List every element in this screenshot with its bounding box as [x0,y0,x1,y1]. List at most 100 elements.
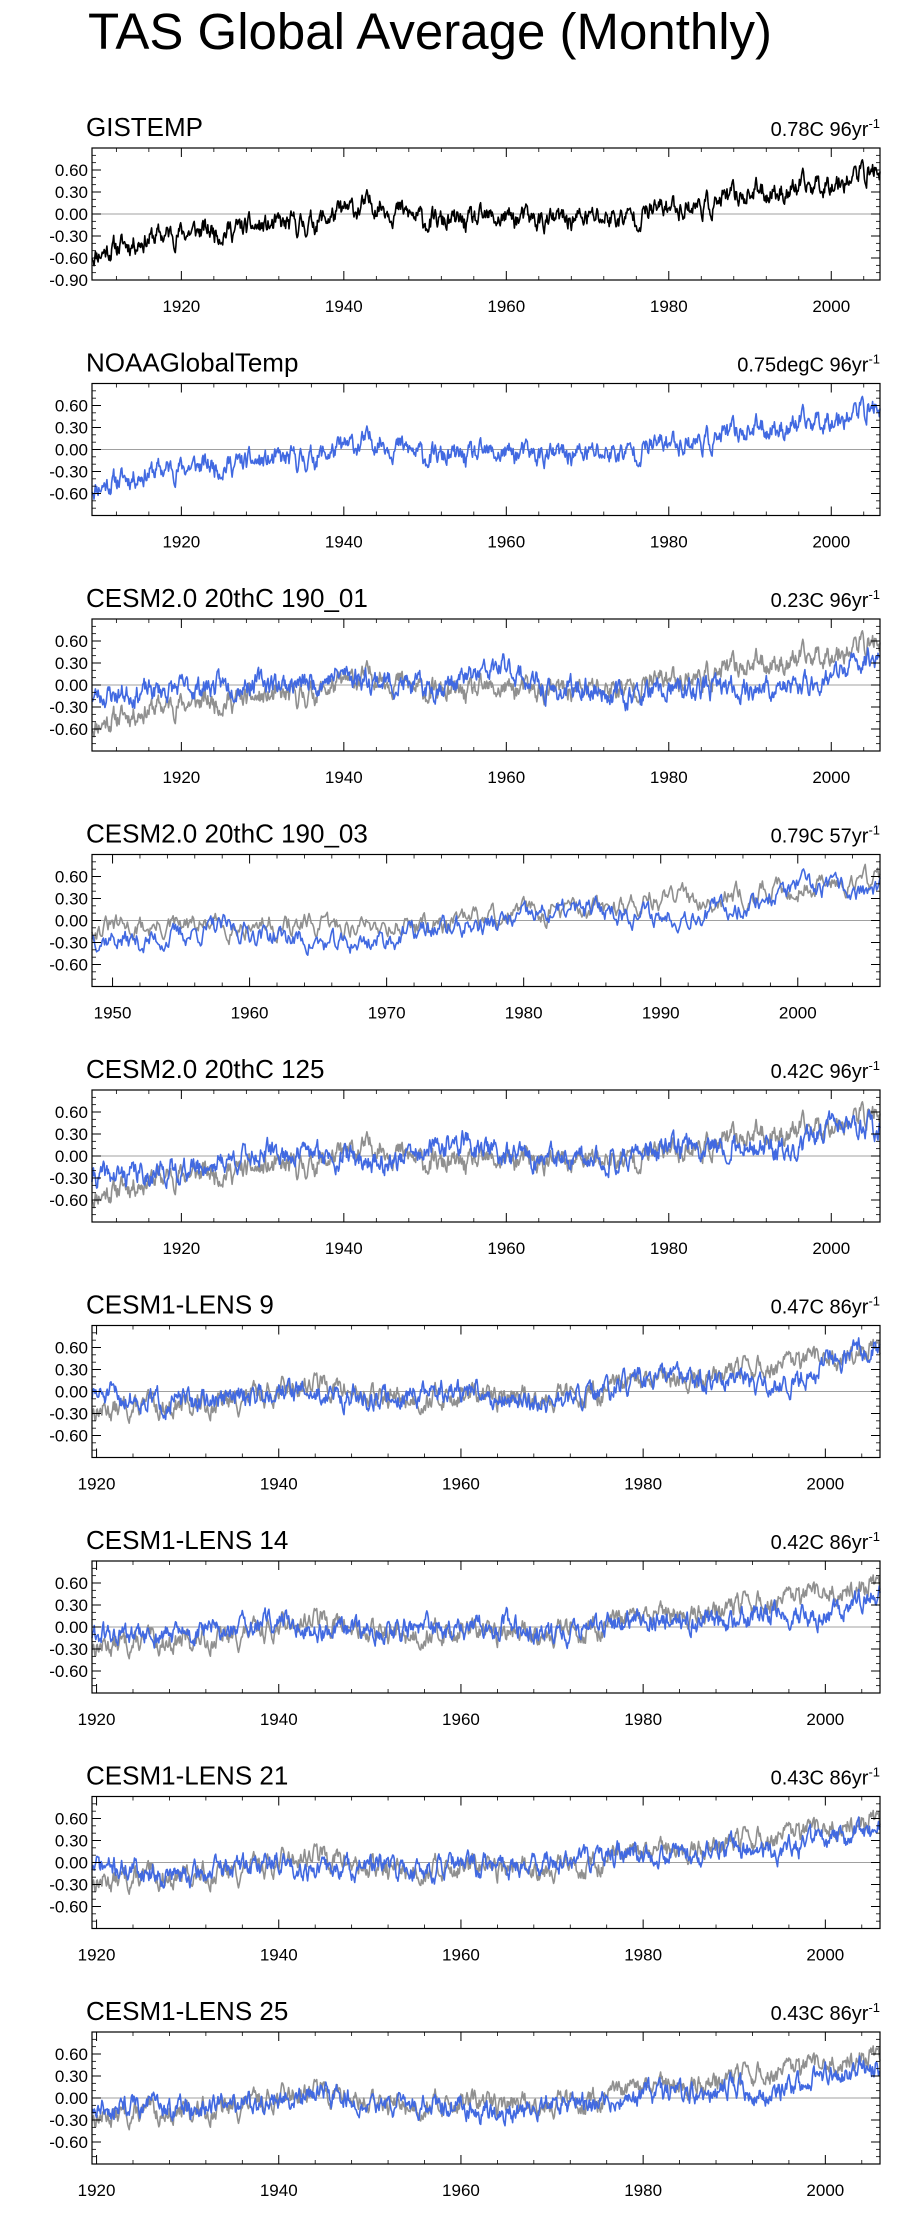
y-tick-label: -0.30 [49,2111,88,2130]
y-tick-label: 0.60 [55,1103,88,1122]
x-tick-label: 1960 [231,1004,269,1023]
trend-label: 0.42C 96yr-1 [771,1058,880,1083]
y-tick-label: 0.30 [55,1361,88,1380]
chart-panel-5: CESM2.0 20thC 125 0.42C 96yr-1 0.60 0.30 0.0… [49,1054,881,1258]
x-tick-label: 2000 [779,1004,817,1023]
y-tick-label: 0.30 [55,183,88,202]
x-tick-label: 2000 [812,768,850,787]
y-tick-label: -0.30 [49,1640,88,1659]
series-line [91,1816,881,1889]
panel-title: CESM2.0 20thC 190_03 [86,819,368,849]
x-tick-label: 2000 [812,1239,850,1258]
x-tick-label: 1920 [162,768,200,787]
x-tick-label: 1950 [94,1004,132,1023]
trend-label: 0.23C 96yr-1 [771,587,880,612]
x-tick-label: 1980 [505,1004,543,1023]
x-tick-label: 2000 [806,1710,844,1729]
chart-panel-7: CESM1-LENS 14 0.42C 86yr-1 0.60 0.30 0.00 -0.… [49,1525,881,1729]
x-tick-label: 1920 [162,1239,200,1258]
y-tick-label: -0.60 [49,956,88,975]
panel-title: GISTEMP [86,112,203,142]
panel-title: CESM1-LENS 14 [86,1525,288,1555]
panel-title: CESM1-LENS 21 [86,1761,288,1791]
y-tick-label: 0.30 [55,419,88,438]
y-tick-label: -0.60 [49,1427,88,1446]
x-tick-label: 1940 [325,1239,363,1258]
x-tick-label: 1940 [260,2181,298,2200]
x-tick-label: 1920 [78,1710,116,1729]
panel-title: NOAAGlobalTemp [86,348,298,378]
x-tick-label: 2000 [812,297,850,316]
y-tick-label: 0.30 [55,1125,88,1144]
chart-panel-2: NOAAGlobalTemp 0.75degC 96yr-1 0.60 0.30 0.0… [49,348,881,552]
x-tick-label: 1960 [442,1946,480,1965]
x-tick-label: 1940 [260,1475,298,1494]
y-tick-label: -0.60 [49,1191,88,1210]
y-tick-label: -0.60 [49,720,88,739]
x-tick-label: 1940 [260,1946,298,1965]
y-tick-label: 0.30 [55,2067,88,2086]
y-tick-label: 0.00 [55,441,88,460]
panel-title: CESM2.0 20thC 190_01 [86,583,368,613]
x-tick-label: 1980 [624,1946,662,1965]
chart-panel-4: CESM2.0 20thC 190_03 0.79C 57yr-1 0.60 0.30… [49,819,881,1023]
trend-label: 0.79C 57yr-1 [771,823,880,848]
series-line [91,1809,881,1895]
x-tick-label: 1980 [650,533,688,552]
series-line [91,1101,881,1209]
y-tick-label: 0.00 [55,2089,88,2108]
figure-title: TAS Global Average (Monthly) [87,3,773,60]
x-tick-label: 1940 [325,768,363,787]
y-tick-label: -0.60 [49,249,88,268]
x-tick-label: 1960 [487,768,525,787]
x-tick-label: 1980 [624,1475,662,1494]
chart-panel-1: GISTEMP 0.78C 96yr-1 0.60 0.30 0.00 -0.30 -0.6… [49,112,881,316]
y-tick-label: 0.00 [55,676,88,695]
y-tick-label: -0.60 [49,485,88,504]
series-line [91,2045,881,2131]
y-tick-label: 0.30 [55,890,88,909]
series-line [91,1109,881,1190]
x-tick-label: 1980 [650,1239,688,1258]
trend-label: 0.43C 86yr-1 [771,1765,880,1790]
y-tick-label: 0.60 [55,1339,88,1358]
y-tick-label: 0.00 [55,205,88,224]
y-tick-label: 0.60 [55,1810,88,1829]
y-tick-label: 0.60 [55,2045,88,2064]
x-tick-label: 2000 [812,533,850,552]
x-tick-label: 1970 [368,1004,406,1023]
y-tick-label: 0.00 [55,912,88,931]
series-line [91,863,881,946]
y-tick-label: -0.30 [49,463,88,482]
series-line [91,395,881,500]
chart-panel-3: CESM2.0 20thC 190_01 0.23C 96yr-1 0.60 0.30… [49,583,881,787]
x-tick-label: 1960 [487,297,525,316]
y-tick-label: 0.60 [55,1574,88,1593]
chart-panel-8: CESM1-LENS 21 0.43C 86yr-1 0.60 0.30 0.00 -0.… [49,1761,881,1965]
x-tick-label: 1920 [162,533,200,552]
x-tick-label: 1940 [325,533,363,552]
x-tick-label: 1990 [642,1004,680,1023]
series-line [91,1585,881,1650]
y-tick-label: -0.60 [49,2133,88,2152]
chart-panel-6: CESM1-LENS 9 0.47C 86yr-1 0.60 0.30 0.00 -0.3… [49,1290,881,1494]
y-tick-label: -0.60 [49,1662,88,1681]
panel-title: CESM2.0 20thC 125 [86,1054,324,1084]
x-tick-label: 1960 [442,1710,480,1729]
y-tick-label: 0.00 [55,1147,88,1166]
y-tick-label: 0.30 [55,1832,88,1851]
x-tick-label: 1980 [624,1710,662,1729]
x-tick-label: 1960 [442,1475,480,1494]
x-tick-label: 1920 [78,1475,116,1494]
x-tick-label: 1960 [487,1239,525,1258]
y-tick-label: -0.30 [49,227,88,246]
series-line [91,2055,881,2127]
y-tick-label: -0.30 [49,1405,88,1424]
series-line [91,1337,881,1421]
y-tick-label: -0.30 [49,1876,88,1895]
trend-label: 0.78C 96yr-1 [771,116,880,141]
y-tick-label: 0.30 [55,654,88,673]
x-tick-label: 1920 [78,2181,116,2200]
x-tick-label: 1980 [650,297,688,316]
series-line [91,868,881,956]
